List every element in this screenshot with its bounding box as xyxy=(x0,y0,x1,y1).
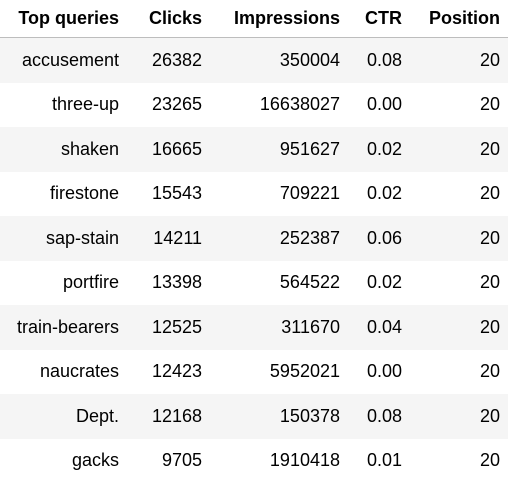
query-cell: three-up xyxy=(0,83,127,128)
clicks-cell: 16665 xyxy=(127,127,210,172)
position-cell: 20 xyxy=(410,83,508,128)
query-cell: train-bearers xyxy=(0,305,127,350)
impressions-cell: 951627 xyxy=(210,127,348,172)
position-cell: 20 xyxy=(410,305,508,350)
ctr-cell: 0.00 xyxy=(348,350,410,395)
ctr-cell: 0.02 xyxy=(348,172,410,217)
query-cell: sap-stain xyxy=(0,216,127,261)
clicks-cell: 26382 xyxy=(127,38,210,83)
position-cell: 20 xyxy=(410,439,508,483)
query-cell: naucrates xyxy=(0,350,127,395)
position-cell: 20 xyxy=(410,350,508,395)
ctr-cell: 0.08 xyxy=(348,38,410,83)
query-cell: shaken xyxy=(0,127,127,172)
clicks-cell: 12423 xyxy=(127,350,210,395)
query-cell: firestone xyxy=(0,172,127,217)
position-cell: 20 xyxy=(410,216,508,261)
ctr-cell: 0.06 xyxy=(348,216,410,261)
position-cell: 20 xyxy=(410,261,508,306)
query-cell: accusement xyxy=(0,38,127,83)
header-position: Position xyxy=(410,0,508,38)
impressions-cell: 16638027 xyxy=(210,83,348,128)
ctr-cell: 0.04 xyxy=(348,305,410,350)
clicks-cell: 13398 xyxy=(127,261,210,306)
header-row: Top queries Clicks Impressions CTR Posit… xyxy=(0,0,508,38)
clicks-cell: 12168 xyxy=(127,394,210,439)
impressions-cell: 709221 xyxy=(210,172,348,217)
ctr-cell: 0.02 xyxy=(348,127,410,172)
position-cell: 20 xyxy=(410,394,508,439)
impressions-cell: 350004 xyxy=(210,38,348,83)
ctr-cell: 0.00 xyxy=(348,83,410,128)
impressions-cell: 5952021 xyxy=(210,350,348,395)
query-cell: Dept. xyxy=(0,394,127,439)
position-cell: 20 xyxy=(410,172,508,217)
position-cell: 20 xyxy=(410,127,508,172)
impressions-cell: 1910418 xyxy=(210,439,348,483)
header-ctr: CTR xyxy=(348,0,410,38)
position-cell: 20 xyxy=(410,38,508,83)
header-impressions: Impressions xyxy=(210,0,348,38)
header-top-queries: Top queries xyxy=(0,0,127,38)
clicks-cell: 23265 xyxy=(127,83,210,128)
table-header: Top queries Clicks Impressions CTR Posit… xyxy=(0,0,508,38)
impressions-cell: 252387 xyxy=(210,216,348,261)
clicks-cell: 9705 xyxy=(127,439,210,483)
clicks-cell: 12525 xyxy=(127,305,210,350)
ctr-cell: 0.01 xyxy=(348,439,410,483)
clicks-cell: 14211 xyxy=(127,216,210,261)
clicks-cell: 15543 xyxy=(127,172,210,217)
query-cell: portfire xyxy=(0,261,127,306)
ctr-cell: 0.02 xyxy=(348,261,410,306)
ctr-cell: 0.08 xyxy=(348,394,410,439)
header-clicks: Clicks xyxy=(127,0,210,38)
impressions-cell: 564522 xyxy=(210,261,348,306)
query-cell: gacks xyxy=(0,439,127,483)
impressions-cell: 150378 xyxy=(210,394,348,439)
impressions-cell: 311670 xyxy=(210,305,348,350)
